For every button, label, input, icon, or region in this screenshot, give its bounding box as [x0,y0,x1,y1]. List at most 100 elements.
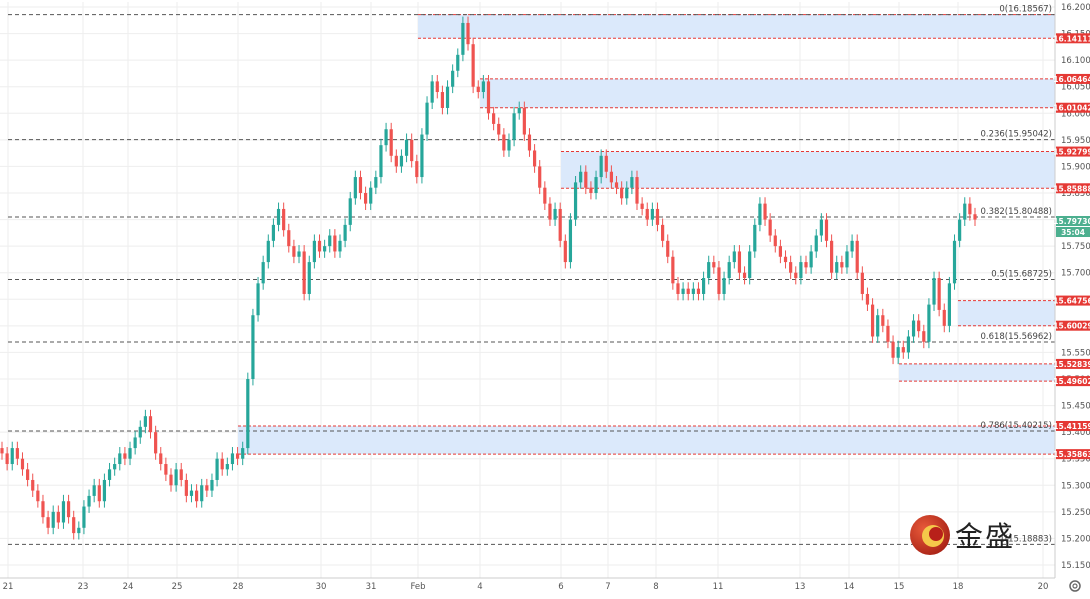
candle-body [328,235,332,247]
candle-body [517,107,521,114]
candle-body [113,464,117,470]
y-tick-label: 15.15000 [1061,561,1090,571]
level-badge [1056,146,1090,157]
candle-body [753,224,757,252]
candle-body [778,246,782,257]
candle-body [553,208,557,220]
candle-body [241,448,245,459]
candle-body [881,315,885,326]
level-badge [1056,376,1090,387]
x-tick-label: 24 [123,582,134,592]
candle-body [353,177,357,199]
settings-gear-icon[interactable] [1067,578,1083,594]
candle-body [917,320,921,332]
y-tick-label: 15.35000 [1061,455,1090,465]
level-badge [1056,73,1090,84]
x-axis: 21 23 24 25 28 30 31 Feb 4 6 7 8 11 13 14 15 18 20 [0,577,1055,592]
x-tick-label: 14 [844,582,855,592]
y-tick-label: 15.95000 [1061,136,1090,146]
candle-body [830,240,834,273]
candle-body [10,448,14,465]
grid-layer [0,2,1055,578]
candle-body [292,246,296,257]
x-tick-label: 25 [172,582,183,592]
candle-body [205,485,209,491]
candle-body [46,517,50,528]
x-tick-label: 21 [3,582,14,592]
candle-body [922,331,926,342]
candle-body [712,262,716,268]
level-badge-label: 15.35863 [1053,450,1090,459]
candle-body [440,92,445,108]
candle-body [66,501,71,518]
candle-body [435,81,439,93]
candle-body [92,485,96,496]
candle-body [732,251,736,263]
candle-body [527,134,532,151]
y-tick-label: 15.40000 [1061,428,1090,438]
candle-body [911,320,916,337]
candle-body [512,113,516,140]
candle-body [174,469,178,486]
candle-body [471,44,475,87]
candle-body [630,177,634,188]
candle-body [374,177,378,188]
candle-body [220,458,224,470]
candle-body [404,139,409,156]
candle-body [72,517,76,534]
x-tick-label: 4 [477,582,482,592]
current-price-label: 15.79730 [1053,217,1090,226]
candle-body [210,479,214,491]
candle-body [927,304,931,342]
fib-label: 0.618(15.56962) [980,332,1052,342]
candle-body [481,81,485,93]
level-badge [1056,449,1090,460]
candle-body [164,464,168,475]
level-badge-label: 15.64756 [1053,297,1090,306]
candle-body [138,426,142,438]
candle-body [548,203,552,220]
level-badge [1056,295,1090,306]
candle-body [599,155,603,178]
candle-body [102,479,107,502]
candle-body [748,251,752,279]
candle-body [154,432,158,454]
y-tick-label: 16.05000 [1061,83,1090,93]
level-badge-label: 15.92799 [1053,148,1090,157]
level-badge-label: 15.41159 [1053,422,1090,431]
candle-body [799,262,803,279]
level-badge-label: 16.14111 [1053,34,1090,43]
level-badge-label: 16.06464 [1053,75,1090,84]
x-tick-label: 28 [233,582,244,592]
level-badge-label: 15.85888 [1053,184,1090,193]
candle-body [589,187,593,193]
candle-body [543,187,547,204]
level-badge [1056,358,1090,369]
candle-body [773,235,777,247]
candle-body [870,304,875,337]
candle-body [579,171,583,183]
y-tick-label: 15.55000 [1061,348,1090,358]
candle-body [681,288,685,294]
level-badge-label: 16.01042 [1053,104,1090,113]
x-tick-label: 15 [894,582,905,592]
candle-body [256,283,260,316]
candle-body [169,474,173,486]
candle-body [307,262,311,294]
candle-body [676,283,680,294]
candle-body [107,469,112,480]
candle-body [727,262,731,279]
level-badge-label: 15.60029 [1053,322,1090,331]
candle-body [896,347,900,358]
candle-body [461,22,465,55]
candle-body [640,203,644,209]
candle-body [87,495,91,507]
candle-body [215,458,219,480]
candle-body [51,511,55,528]
zone-box [958,300,1055,326]
candle-body [61,501,66,523]
candle-body [445,86,450,108]
logo-text: 金盛 [955,520,1016,553]
candle-body [804,262,808,268]
